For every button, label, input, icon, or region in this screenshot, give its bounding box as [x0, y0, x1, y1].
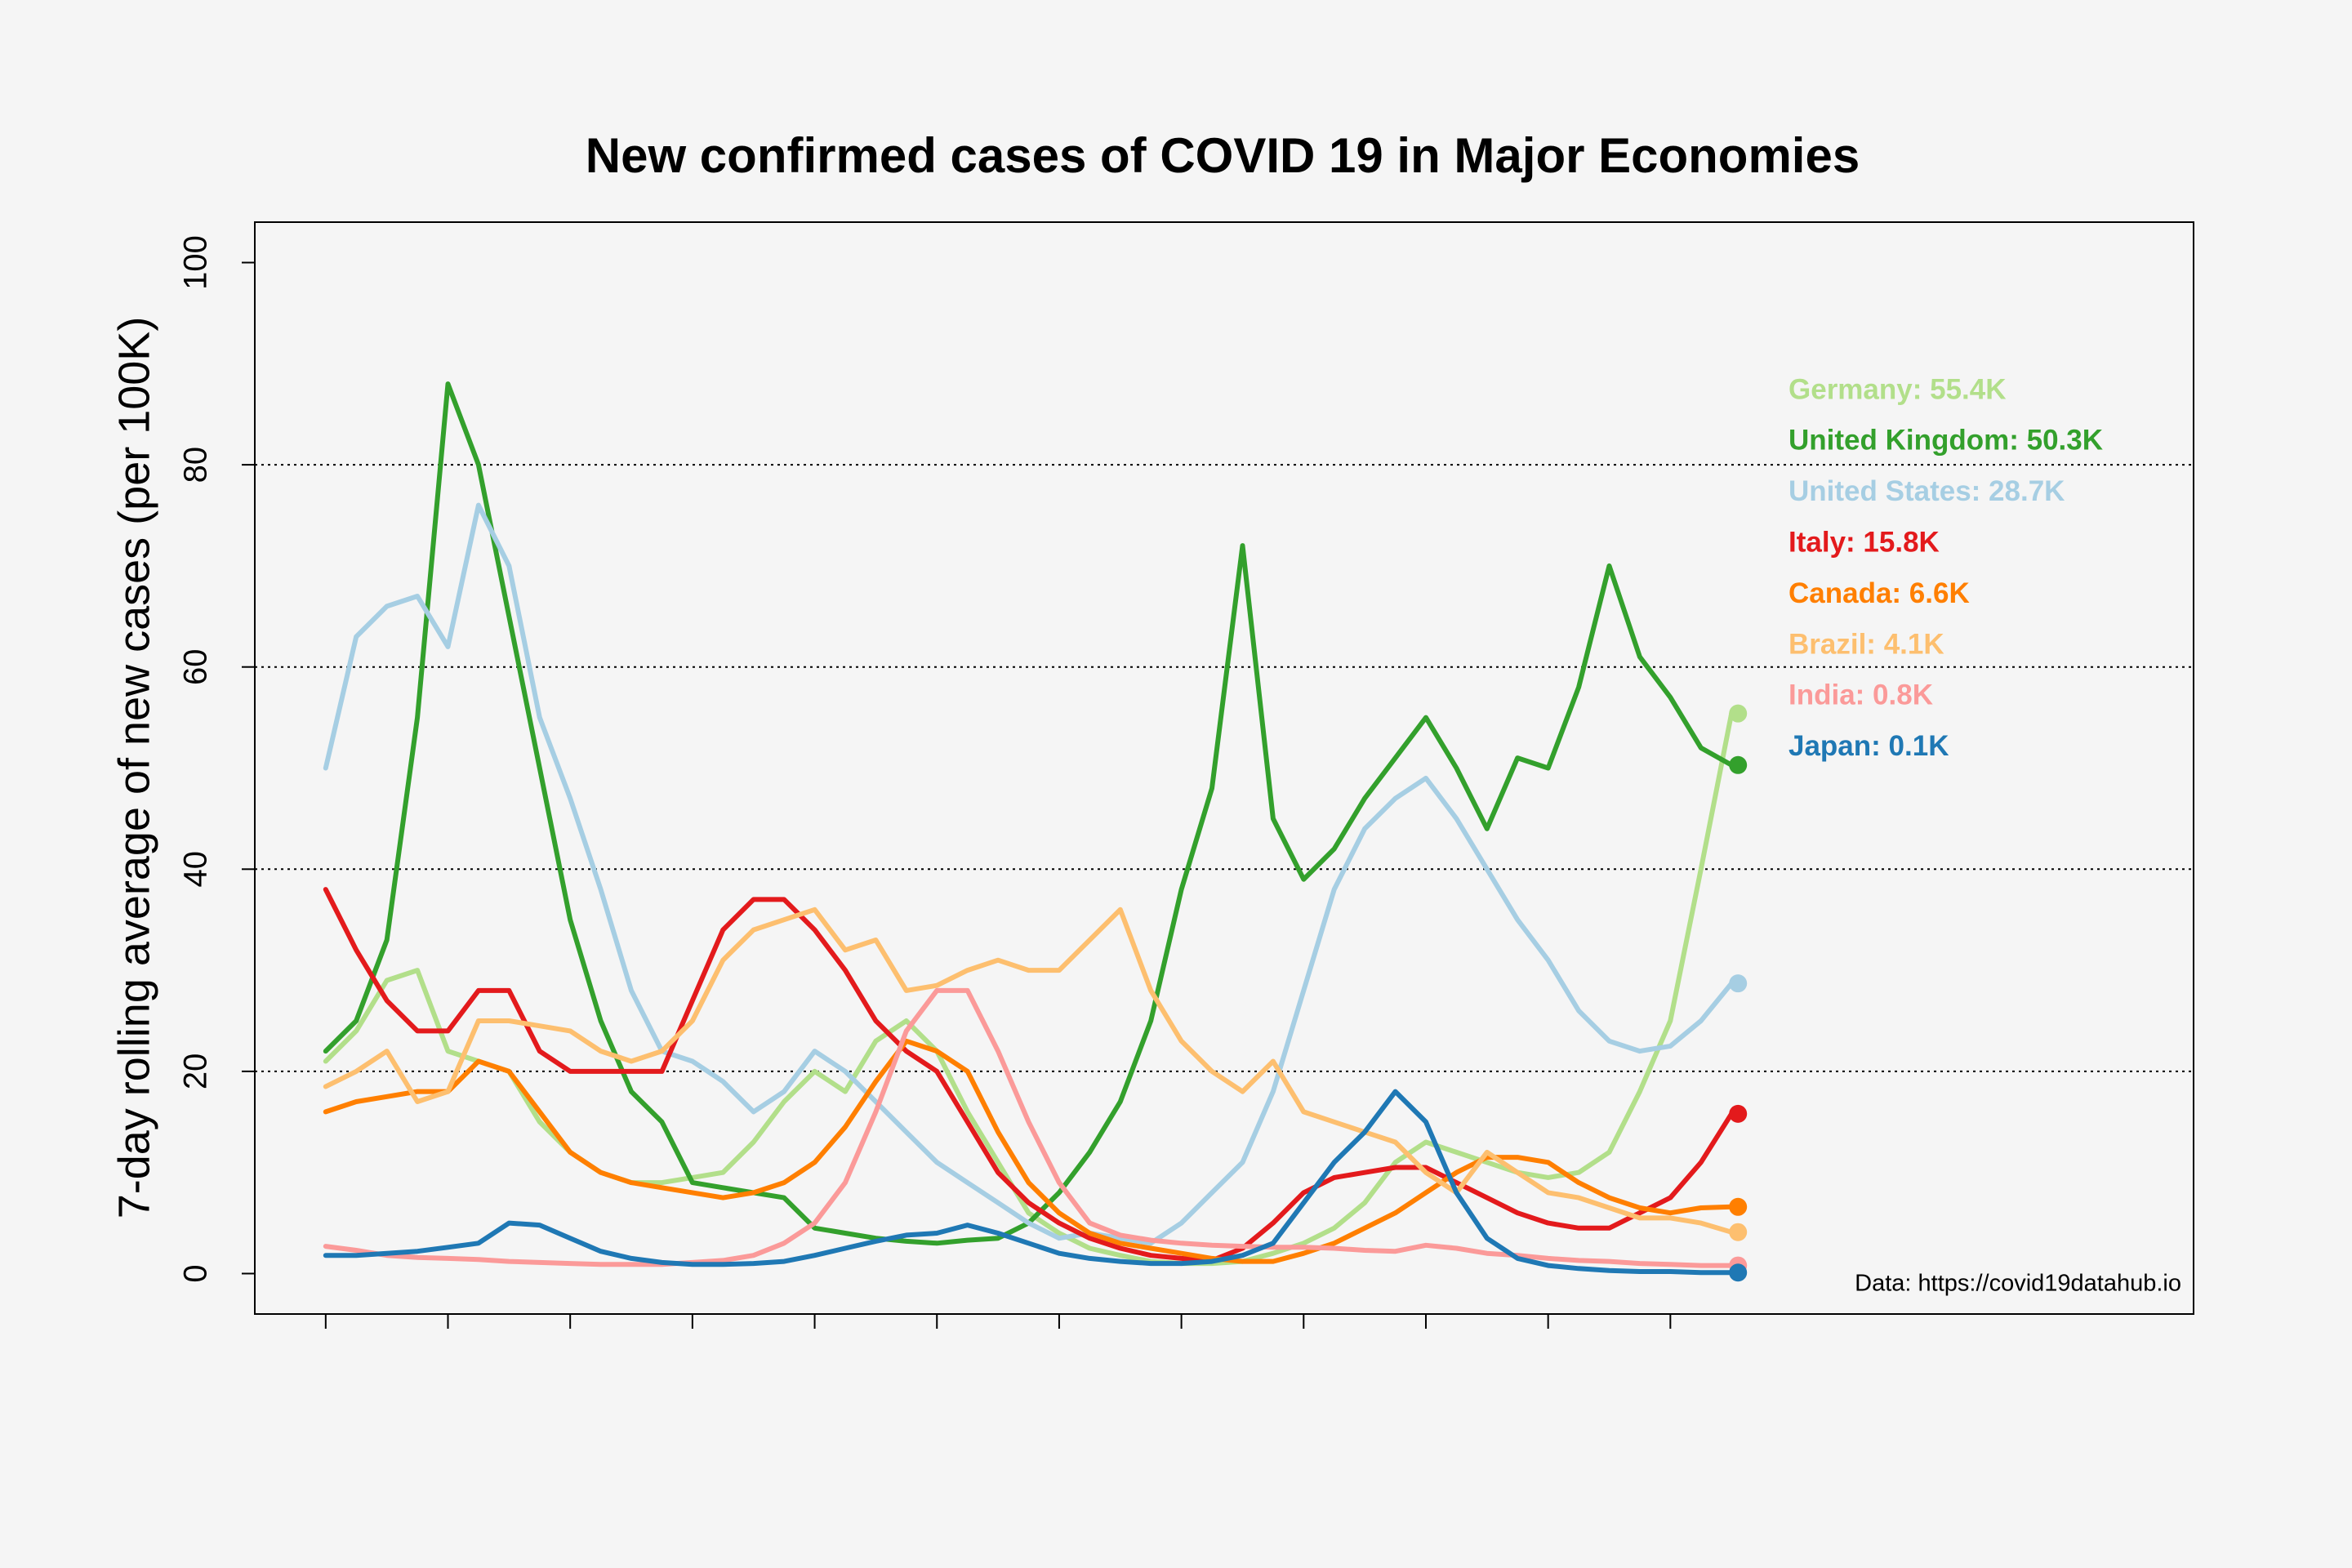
chart-title: New confirmed cases of COVID 19 in Major… — [586, 128, 1860, 183]
y-tick-label: 80 — [178, 447, 214, 483]
end-point — [1729, 1223, 1748, 1241]
y-axis-label: 7-day rolling average of new cases (per … — [109, 317, 158, 1219]
source-annotation: Data: https://covid19datahub.io — [1855, 1271, 2181, 1297]
y-tick-label: 0 — [178, 1264, 214, 1282]
legend-entry: Brazil: 4.1K — [1788, 628, 1944, 660]
y-tick-label: 40 — [178, 851, 214, 888]
plot-frame — [254, 221, 2194, 1315]
end-point — [1729, 974, 1748, 993]
series-line — [323, 906, 1735, 1235]
series-line — [323, 502, 1735, 1246]
y-tick-label: 60 — [178, 648, 214, 685]
legend-entry: Germany: 55.4K — [1788, 373, 2007, 405]
legend-entry: United States: 28.7K — [1788, 475, 2065, 507]
series-line — [323, 887, 1735, 1263]
legend-entry: United Kingdom: 50.3K — [1788, 425, 2103, 457]
end-point — [1729, 704, 1748, 723]
end-point — [1729, 755, 1748, 774]
y-tick-label: 20 — [178, 1054, 214, 1090]
legend-entry: Italy: 15.8K — [1788, 526, 1940, 558]
legend-entry: India: 0.8K — [1788, 679, 1933, 711]
y-tick-label: 100 — [178, 235, 214, 290]
series-line — [323, 1089, 1735, 1276]
end-point — [1729, 1263, 1748, 1282]
series-line — [323, 987, 1735, 1268]
legend-entry: Canada: 6.6K — [1788, 577, 1970, 609]
legend-entry: Japan: 0.1K — [1788, 730, 1949, 762]
end-point — [1729, 1197, 1748, 1216]
end-point — [1729, 1104, 1748, 1123]
